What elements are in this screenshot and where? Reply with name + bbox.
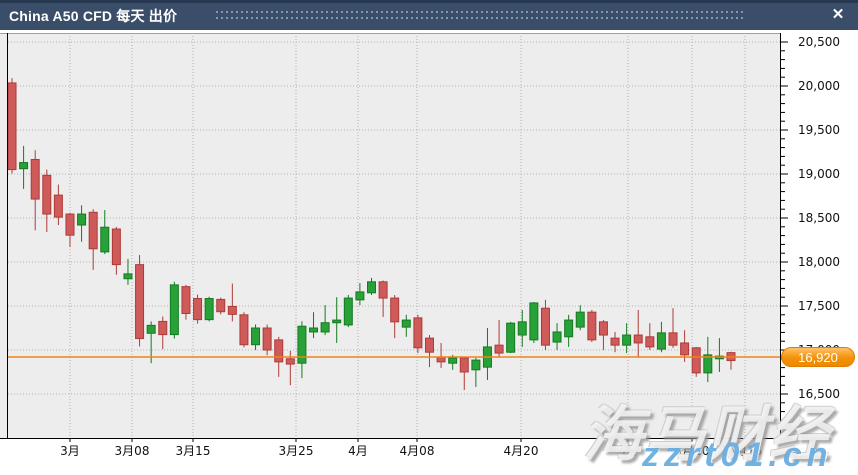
candle-up	[204, 298, 214, 321]
candle-up	[552, 331, 562, 343]
candle-down	[459, 357, 469, 373]
x-axis-label: 5月10	[675, 444, 710, 458]
candle-down	[53, 194, 63, 218]
x-axis-label: 5月15	[728, 444, 763, 458]
candle-down	[30, 158, 40, 200]
candle-down	[216, 298, 226, 313]
candle-up	[169, 284, 179, 336]
candle-down	[587, 311, 597, 341]
candle-up	[622, 334, 632, 346]
candle-down	[193, 298, 203, 321]
candle-down	[633, 334, 643, 344]
y-axis-label: 16,500	[798, 387, 840, 401]
x-axis-label: 3月15	[176, 444, 211, 458]
candle-down	[181, 286, 191, 314]
window-title: China A50 CFD 每天 出价	[9, 8, 178, 24]
plot-background	[0, 33, 781, 438]
close-icon: ✕	[831, 6, 845, 23]
watermark-url: zzrt01.cn	[642, 436, 833, 474]
candle-down	[262, 327, 272, 351]
x-axis-label: 5月	[618, 444, 638, 458]
candle-up	[506, 322, 516, 353]
candle-down	[680, 342, 690, 356]
candle-up	[123, 273, 133, 280]
candle-up	[401, 319, 411, 328]
y-axis-label: 18,500	[798, 211, 840, 225]
chart-region: 20,500 20,000 19,500 19,000 18,500 18,000 17,5…	[0, 30, 858, 475]
x-axis-label: 4月20	[504, 444, 539, 458]
candle-down	[598, 321, 608, 336]
y-axis-label: 19,500	[798, 123, 840, 137]
candle-down	[285, 358, 295, 365]
candle-up	[146, 324, 156, 334]
x-axis-label: 3月	[60, 444, 80, 458]
candle-down	[158, 320, 168, 336]
candle-down	[691, 347, 701, 374]
candle-up	[367, 281, 376, 294]
candle-down	[227, 305, 237, 315]
titlebar-drag-texture	[216, 11, 746, 20]
watermark-brand: 海马财经	[583, 401, 831, 468]
candle-down	[645, 336, 655, 348]
y-axis-label: 18,000	[798, 255, 840, 269]
candle-up	[332, 319, 342, 324]
titlebar-top-strip	[0, 0, 858, 3]
candle-up	[656, 332, 666, 350]
candle-up	[19, 162, 29, 170]
candle-up	[564, 319, 574, 338]
candle-down	[274, 339, 284, 363]
x-axis-label: 3月08	[115, 444, 150, 458]
candle-down	[413, 317, 423, 349]
candle-up	[77, 213, 87, 226]
candle-down	[7, 82, 17, 171]
candle-up	[100, 226, 110, 253]
candle-down	[65, 213, 75, 236]
candle-up	[703, 354, 713, 374]
candle-up	[297, 325, 307, 364]
x-axis-label: 4月08	[400, 444, 435, 458]
y-axis-label: 17,500	[798, 299, 840, 313]
candle-down	[424, 337, 434, 353]
candle-down	[610, 337, 620, 346]
y-axis-label: 20,500	[798, 35, 840, 49]
candle-down	[42, 174, 52, 215]
current-price-tag: 16,920	[781, 347, 855, 368]
x-axis-label: 3月25	[279, 444, 314, 458]
candle-up	[448, 357, 458, 364]
y-axis-label: 19,000	[798, 167, 840, 181]
candle-up	[309, 327, 319, 333]
candle-down	[88, 211, 98, 250]
candle-up	[575, 311, 585, 328]
candle-down	[111, 228, 121, 266]
candle-down	[494, 344, 504, 354]
candle-up	[320, 322, 330, 333]
candle-down	[135, 264, 145, 340]
candle-down	[668, 332, 678, 346]
candle-down	[540, 307, 550, 346]
titlebar[interactable]: China A50 CFD 每天 出价 ✕	[0, 0, 858, 30]
y-axis-label: 20,000	[798, 79, 840, 93]
close-button[interactable]: ✕	[826, 4, 850, 26]
candle-up	[471, 359, 481, 371]
candle-down	[378, 281, 388, 299]
candle-up	[517, 321, 527, 336]
candle-up	[529, 302, 539, 341]
candle-down	[390, 297, 400, 323]
candle-down	[239, 314, 249, 346]
candle-up	[251, 327, 261, 346]
candle-up	[343, 297, 353, 326]
candle-up	[355, 291, 365, 301]
x-axis-label: 4月	[348, 444, 368, 458]
